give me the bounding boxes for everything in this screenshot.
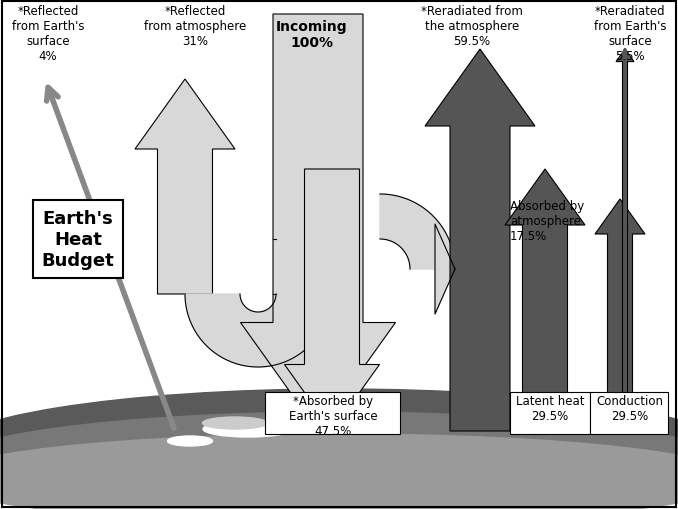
Polygon shape <box>285 169 380 431</box>
Text: Incoming
100%: Incoming 100% <box>276 20 348 50</box>
Text: Absorbed by
atmosphere
17.5%: Absorbed by atmosphere 17.5% <box>510 200 584 242</box>
Polygon shape <box>505 169 585 431</box>
Text: *Reflected
from Earth's
surface
4%: *Reflected from Earth's surface 4% <box>12 5 84 63</box>
Bar <box>273 240 276 294</box>
Ellipse shape <box>203 417 268 429</box>
Bar <box>265 392 400 434</box>
Polygon shape <box>425 50 535 431</box>
Text: *Reradiated from
the atmosphere
59.5%: *Reradiated from the atmosphere 59.5% <box>421 5 523 48</box>
Ellipse shape <box>0 434 678 509</box>
Polygon shape <box>616 50 634 431</box>
Ellipse shape <box>0 412 678 509</box>
Ellipse shape <box>203 421 293 437</box>
Polygon shape <box>241 15 395 431</box>
Text: Latent heat
29.5%: Latent heat 29.5% <box>516 394 584 422</box>
Text: Conduction
29.5%: Conduction 29.5% <box>597 394 664 422</box>
Polygon shape <box>185 294 331 367</box>
Bar <box>590 392 668 434</box>
Polygon shape <box>595 200 645 431</box>
Polygon shape <box>135 80 235 294</box>
Polygon shape <box>380 194 455 269</box>
Bar <box>510 392 590 434</box>
Text: *Reradiated
from Earth's
surface
5.5%: *Reradiated from Earth's surface 5.5% <box>594 5 666 63</box>
Text: *Absorbed by
Earth's surface
47.5%: *Absorbed by Earth's surface 47.5% <box>289 394 378 437</box>
Ellipse shape <box>167 436 212 446</box>
Text: Earth's
Heat
Budget: Earth's Heat Budget <box>41 210 115 269</box>
Text: *Reflected
from atmosphere
31%: *Reflected from atmosphere 31% <box>144 5 246 48</box>
Polygon shape <box>435 224 455 315</box>
Ellipse shape <box>0 389 678 509</box>
